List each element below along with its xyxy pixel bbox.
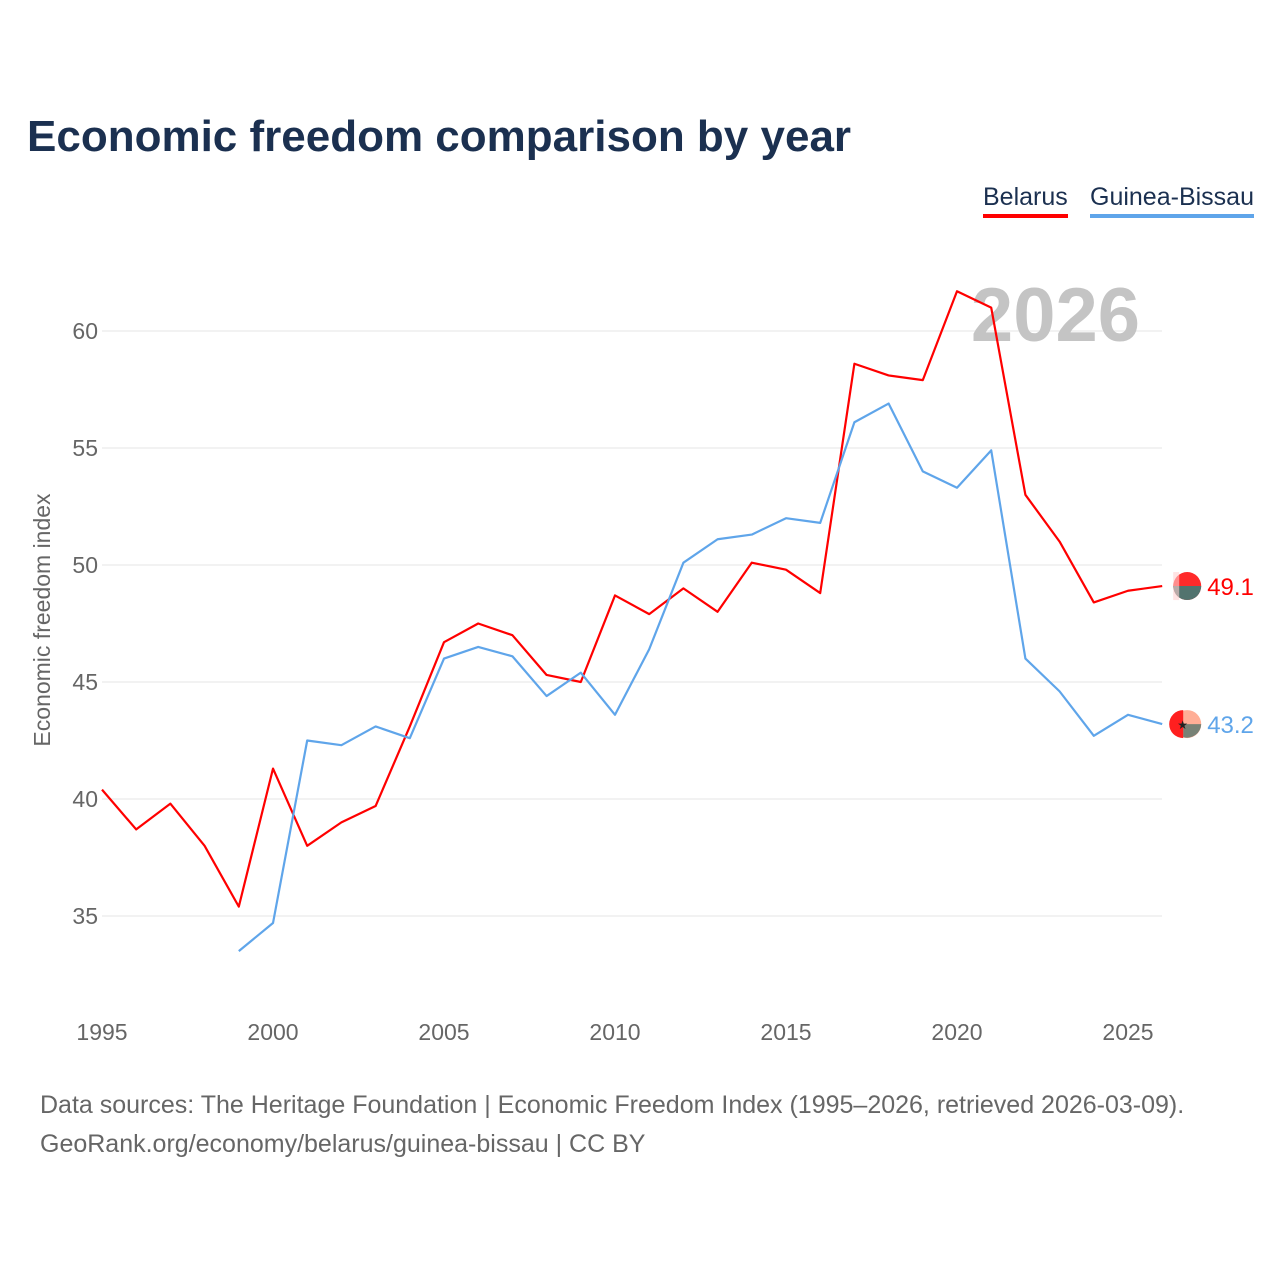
end-value-label: 43.2 — [1207, 712, 1254, 739]
data-point[interactable] — [99, 787, 105, 793]
y-tick-label: 50 — [72, 552, 98, 578]
data-point[interactable] — [715, 609, 721, 615]
data-point[interactable] — [680, 560, 686, 566]
data-point[interactable] — [646, 646, 652, 652]
data-point[interactable] — [578, 679, 584, 685]
data-point[interactable] — [954, 288, 960, 294]
data-point[interactable] — [988, 305, 994, 311]
y-tick-label: 35 — [72, 903, 98, 929]
data-point[interactable] — [373, 803, 379, 809]
svg-text:★: ★ — [1177, 718, 1188, 732]
data-point[interactable] — [749, 532, 755, 538]
data-point[interactable] — [1159, 721, 1165, 727]
footer-link[interactable]: GeoRank.org/economy/belarus/guinea-bissa… — [40, 1130, 646, 1158]
chart-title: Economic freedom comparison by year — [27, 112, 852, 161]
series-line-guinea-bissau[interactable] — [238, 402, 1163, 952]
data-point[interactable] — [1057, 688, 1063, 694]
data-point[interactable] — [612, 712, 618, 718]
data-point[interactable] — [509, 632, 515, 638]
y-tick-label: 40 — [72, 786, 98, 812]
data-point[interactable] — [886, 372, 892, 378]
data-point[interactable] — [167, 801, 173, 807]
data-point[interactable] — [988, 447, 994, 453]
y-tick-label: 60 — [72, 318, 98, 344]
data-point[interactable] — [441, 639, 447, 645]
data-point[interactable] — [407, 735, 413, 741]
data-point[interactable] — [680, 585, 686, 591]
legend-belarus[interactable]: Belarus — [983, 183, 1068, 218]
data-point[interactable] — [509, 653, 515, 659]
data-point[interactable] — [133, 826, 139, 832]
data-point[interactable] — [407, 723, 413, 729]
data-point[interactable] — [202, 843, 208, 849]
data-point[interactable] — [544, 693, 550, 699]
data-point[interactable] — [236, 904, 242, 910]
data-point[interactable] — [817, 590, 823, 596]
data-point[interactable] — [1091, 733, 1097, 739]
data-point[interactable] — [475, 644, 481, 650]
x-tick-label: 2000 — [247, 1019, 298, 1045]
data-point[interactable] — [1091, 599, 1097, 605]
data-point[interactable] — [749, 560, 755, 566]
data-point[interactable] — [475, 621, 481, 627]
series-line-belarus[interactable] — [101, 290, 1163, 908]
data-point[interactable] — [1022, 492, 1028, 498]
x-tick-label: 2020 — [931, 1019, 982, 1045]
flag-icon-belarus — [1173, 572, 1202, 601]
data-point[interactable] — [578, 670, 584, 676]
data-point[interactable] — [646, 611, 652, 617]
x-tick-label: 2015 — [760, 1019, 811, 1045]
data-point[interactable] — [920, 468, 926, 474]
flag-icon-guinea-bissau: ★ — [1169, 710, 1202, 739]
data-point[interactable] — [783, 515, 789, 521]
data-point[interactable] — [817, 520, 823, 526]
data-point[interactable] — [544, 672, 550, 678]
data-point[interactable] — [954, 485, 960, 491]
data-point[interactable] — [304, 843, 310, 849]
data-point[interactable] — [851, 361, 857, 367]
data-point[interactable] — [715, 536, 721, 542]
data-point[interactable] — [338, 742, 344, 748]
data-point[interactable] — [441, 656, 447, 662]
data-point[interactable] — [1125, 712, 1131, 718]
legend-guinea-bissau[interactable]: Guinea-Bissau — [1090, 183, 1254, 218]
x-tick-label: 1995 — [76, 1019, 127, 1045]
data-point[interactable] — [236, 948, 242, 954]
data-point[interactable] — [1022, 656, 1028, 662]
x-tick-label: 2025 — [1102, 1019, 1153, 1045]
x-tick-label: 2005 — [418, 1019, 469, 1045]
data-point[interactable] — [304, 738, 310, 744]
data-point[interactable] — [783, 567, 789, 573]
footer-sources: Data sources: The Heritage Foundation | … — [40, 1091, 1185, 1119]
data-point[interactable] — [1125, 588, 1131, 594]
y-tick-label: 55 — [72, 435, 98, 461]
data-point[interactable] — [338, 819, 344, 825]
data-point[interactable] — [851, 419, 857, 425]
y-tick-label: 45 — [72, 669, 98, 695]
data-point[interactable] — [1159, 583, 1165, 589]
data-point[interactable] — [886, 401, 892, 407]
data-point[interactable] — [1057, 539, 1063, 545]
end-value-label: 49.1 — [1207, 574, 1254, 601]
year-watermark: 2026 — [971, 273, 1140, 358]
data-point[interactable] — [270, 766, 276, 772]
footer: Data sources: The Heritage Foundation | … — [40, 1086, 1184, 1164]
data-point[interactable] — [373, 723, 379, 729]
data-point[interactable] — [920, 377, 926, 383]
y-axis-label: Economic freedom index — [29, 493, 55, 747]
x-tick-label: 2010 — [589, 1019, 640, 1045]
data-point[interactable] — [612, 592, 618, 598]
data-point[interactable] — [270, 920, 276, 926]
